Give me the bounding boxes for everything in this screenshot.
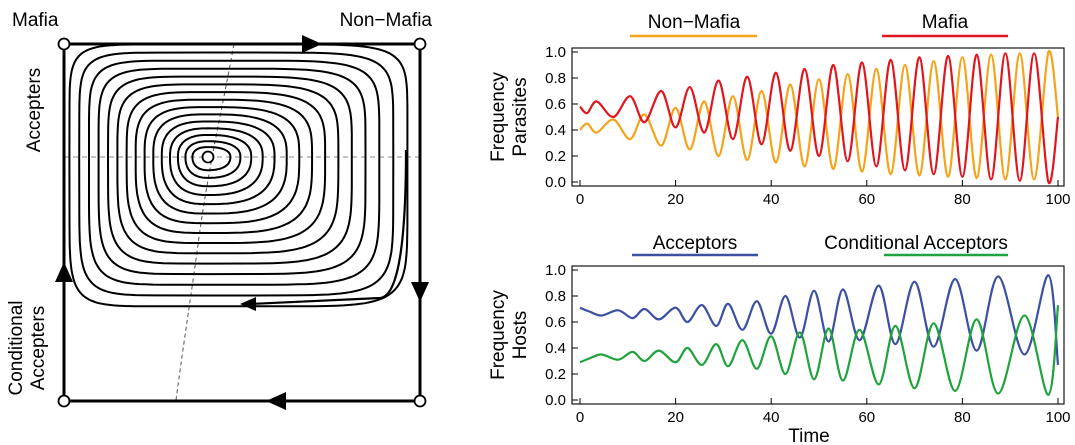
x-tick-label: 0 [576, 191, 584, 208]
y-tick-label: 0.0 [545, 174, 566, 191]
orbit-curve [176, 134, 253, 188]
y-tick-label: 1.0 [545, 262, 566, 279]
y-tick-label: 0.4 [545, 340, 566, 357]
x-tick-label: 100 [1045, 409, 1070, 426]
label-accepters: Accepters [24, 68, 45, 152]
y-tick-label: 0.8 [545, 70, 566, 87]
y-tick-label: 0.2 [545, 148, 566, 165]
interior-equilibrium [201, 150, 215, 164]
y-tick-label: 0.4 [545, 122, 566, 139]
orbit-curve [160, 120, 276, 206]
vertex-nonmafia-conditional [413, 394, 427, 408]
orbit-curve [191, 146, 232, 172]
spiral-exit-arrowhead [240, 297, 256, 311]
simplex-boundary [62, 42, 422, 403]
y-axis-label-line1: Frequency [488, 72, 509, 162]
boundary-arrow-right [411, 282, 429, 302]
label-conditional: Conditional [6, 300, 27, 395]
boundary-arrow-top [302, 35, 322, 53]
legend-label: Conditional Acceptors [824, 233, 1008, 254]
orbit-curve [152, 113, 288, 215]
series-line-mafia [579, 52, 1060, 185]
plot-frame [571, 265, 1065, 405]
y-axis-label-line2: Parasites [510, 77, 531, 156]
x-tick-label: 60 [858, 409, 875, 426]
y-tick-label: 1.0 [545, 44, 566, 61]
orbit-curves [68, 43, 409, 308]
orbit-curve [169, 127, 264, 196]
orbit-curve [97, 67, 367, 276]
vertex-mafia-accepters [57, 37, 71, 51]
x-tick-label: 80 [954, 409, 971, 426]
y-axis-label-line1: Frequency [488, 290, 509, 380]
x-axis-label: Time [788, 426, 830, 445]
y-tick-label: 0.8 [545, 288, 566, 305]
vertex-mafia-conditional [57, 394, 71, 408]
vertex-nonmafia-accepters [413, 37, 427, 51]
dashed-nullcline-vertical [175, 43, 235, 401]
orbit-curve [143, 106, 301, 225]
plot-frame [571, 47, 1065, 187]
orbit-curve [116, 83, 340, 255]
panel-parasites: 0 20 40 60 80 100 0.0 0.2 0.4 0.6 0.8 1.0 Frequency P… [488, 12, 1071, 208]
orbit-curve [184, 140, 242, 179]
orbit-curve [88, 59, 381, 286]
y-tick-label: 0.6 [545, 314, 566, 331]
orbit-curve [134, 98, 314, 234]
orbit-curve [78, 51, 395, 297]
boundary-arrow-bottom [266, 392, 286, 410]
phase-portrait: Mafia Non−Mafia Accepters Conditional Ac… [6, 10, 432, 410]
y-tick-label: 0.0 [545, 392, 566, 409]
series-line-conditional-acceptors [579, 304, 1060, 396]
y-tick-label: 0.6 [545, 96, 566, 113]
orbit-curve [68, 43, 409, 308]
boundary-arrow-left [55, 262, 73, 282]
series-line-non-mafia [579, 49, 1060, 181]
x-tick-label: 40 [763, 409, 780, 426]
legend-label: Acceptors [653, 233, 737, 254]
y-axis-label-line2: Hosts [510, 311, 531, 360]
x-tick-label: 20 [667, 191, 684, 208]
orbit-curve [125, 91, 327, 244]
y-tick-label: 0.2 [545, 366, 566, 383]
label-non-mafia: Non−Mafia [340, 10, 433, 31]
legend-label: Mafia [922, 12, 969, 33]
x-tick-label: 0 [576, 409, 584, 426]
label-accepters-lower: Accepters [28, 306, 49, 390]
orbit-curve [106, 75, 353, 265]
label-mafia: Mafia [12, 10, 59, 31]
legend-label: Non−Mafia [648, 12, 741, 33]
x-tick-label: 40 [763, 191, 780, 208]
x-tick-label: 60 [858, 191, 875, 208]
x-tick-label: 100 [1045, 191, 1070, 208]
x-tick-label: 20 [667, 409, 684, 426]
panel-hosts: 0 20 40 60 80 100 0.0 0.2 0.4 0.6 0.8 1.0 Frequency H… [488, 233, 1071, 445]
x-tick-label: 80 [954, 191, 971, 208]
spiral-exit-curve [249, 149, 408, 306]
